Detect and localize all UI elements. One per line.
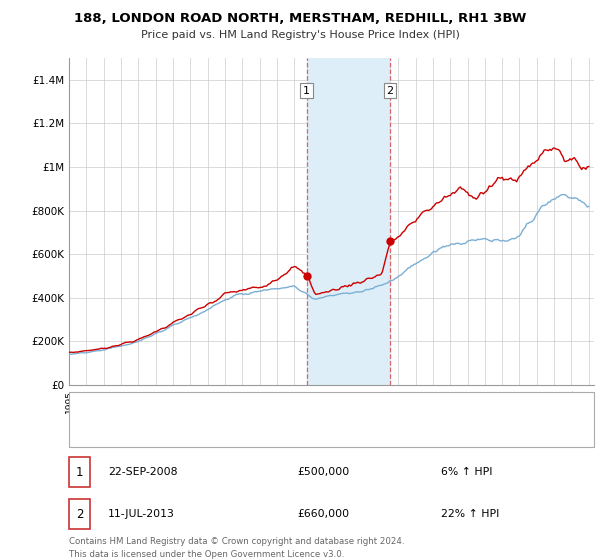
- Text: 1: 1: [76, 465, 83, 478]
- Text: 188, LONDON ROAD NORTH, MERSTHAM, REDHILL, RH1 3BW: 188, LONDON ROAD NORTH, MERSTHAM, REDHIL…: [74, 12, 526, 25]
- Text: HPI: Average price, detached house, Reigate and Banstead: HPI: Average price, detached house, Reig…: [115, 427, 410, 437]
- Text: 2: 2: [386, 86, 394, 96]
- Text: 22% ↑ HPI: 22% ↑ HPI: [441, 509, 499, 519]
- Text: £500,000: £500,000: [297, 467, 349, 477]
- Text: Contains HM Land Registry data © Crown copyright and database right 2024.: Contains HM Land Registry data © Crown c…: [69, 537, 404, 546]
- Text: 2: 2: [76, 507, 83, 520]
- Text: 188, LONDON ROAD NORTH, MERSTHAM, REDHILL, RH1 3BW (detached house): 188, LONDON ROAD NORTH, MERSTHAM, REDHIL…: [115, 402, 509, 412]
- Text: £660,000: £660,000: [297, 509, 349, 519]
- Text: 11-JUL-2013: 11-JUL-2013: [108, 509, 175, 519]
- Text: This data is licensed under the Open Government Licence v3.0.: This data is licensed under the Open Gov…: [69, 550, 344, 559]
- Text: 6% ↑ HPI: 6% ↑ HPI: [441, 467, 493, 477]
- Text: 22-SEP-2008: 22-SEP-2008: [108, 467, 178, 477]
- Text: Price paid vs. HM Land Registry's House Price Index (HPI): Price paid vs. HM Land Registry's House …: [140, 30, 460, 40]
- Bar: [307, 58, 390, 385]
- Text: 1: 1: [303, 86, 310, 96]
